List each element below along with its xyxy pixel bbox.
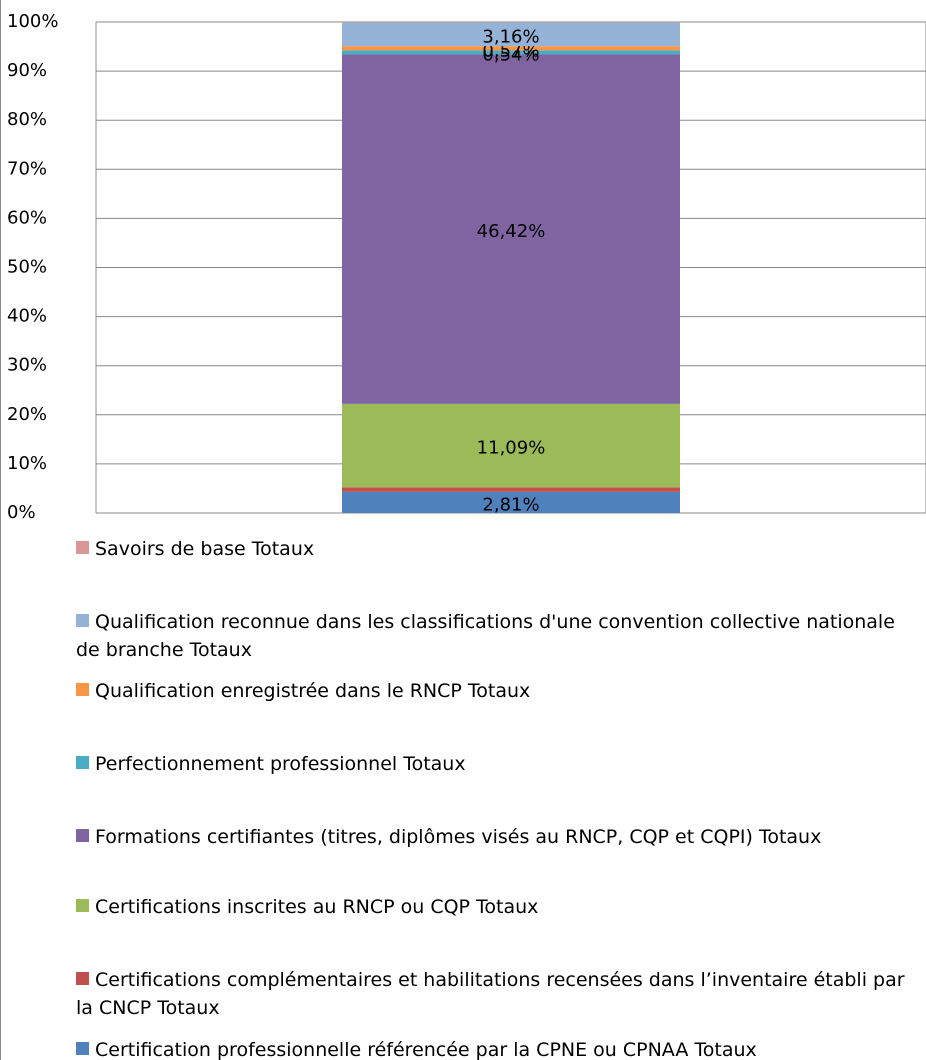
legend-swatch	[76, 541, 89, 554]
bar-segment	[342, 487, 680, 492]
bar-segment	[342, 50, 680, 55]
legend-swatch	[76, 899, 89, 912]
legend-entry: Perfectionnement professionnel Totaux	[76, 750, 906, 778]
legend-swatch	[76, 756, 89, 769]
y-tick-label: 10%	[7, 453, 47, 474]
legend-label: Certification professionnelle référencée…	[95, 1039, 757, 1060]
legend-label: Savoirs de base Totaux	[95, 538, 315, 560]
legend-entry: Qualification enregistrée dans le RNCP T…	[76, 677, 906, 705]
y-tick-label: 80%	[7, 109, 47, 130]
data-label: 11,09%	[477, 438, 546, 459]
bar-segment	[342, 403, 680, 488]
data-label: 46,42%	[477, 221, 546, 242]
legend-swatch	[76, 614, 89, 627]
legend-label: Qualification enregistrée dans le RNCP T…	[95, 680, 531, 702]
legend-entry: Certifications complémentaires et habili…	[76, 966, 906, 1022]
legend-label: Perfectionnement professionnel Totaux	[95, 753, 466, 775]
bar-segment	[342, 54, 680, 404]
legend-label: Certifications inscrites au RNCP ou CQP …	[95, 896, 539, 918]
y-tick-label: 90%	[7, 60, 47, 81]
legend-entry: Qualification reconnue dans les classifi…	[76, 608, 906, 664]
legend-entry: Formations certifiantes (titres, diplôme…	[76, 823, 906, 851]
legend-swatch	[76, 829, 89, 842]
y-tick-label: 0%	[7, 502, 36, 523]
legend-swatch	[76, 683, 89, 696]
bar-segment	[342, 46, 680, 51]
legend-entry: Certification professionnelle référencée…	[76, 1036, 906, 1060]
bar-segment	[342, 491, 680, 513]
y-tick-label: 50%	[7, 257, 47, 278]
y-tick-label: 40%	[7, 306, 47, 327]
legend-swatch	[76, 972, 89, 985]
legend-label: Qualification reconnue dans les classifi…	[76, 611, 895, 661]
legend-entry: Savoirs de base Totaux	[76, 535, 906, 563]
y-tick-label: 70%	[7, 158, 47, 179]
data-label: 2,81%	[482, 494, 539, 515]
y-tick-label: 20%	[7, 404, 47, 425]
plot: 0% 10% 20% 30% 40% 50% 60% 70% 80% 90% 100% 2,81% 11…	[7, 11, 926, 523]
legend-entry: Certifications inscrites au RNCP ou CQP …	[76, 893, 906, 921]
y-tick-label: 60%	[7, 207, 47, 228]
y-tick-label: 30%	[7, 355, 47, 376]
y-tick-label: 100%	[7, 11, 58, 32]
legend-swatch	[76, 1042, 89, 1055]
bar-segment	[342, 22, 680, 47]
legend-label: Certifications complémentaires et habili…	[76, 969, 905, 1019]
legend-label: Formations certifiantes (titres, diplôme…	[95, 826, 822, 848]
data-label: 3,16%	[482, 26, 539, 47]
